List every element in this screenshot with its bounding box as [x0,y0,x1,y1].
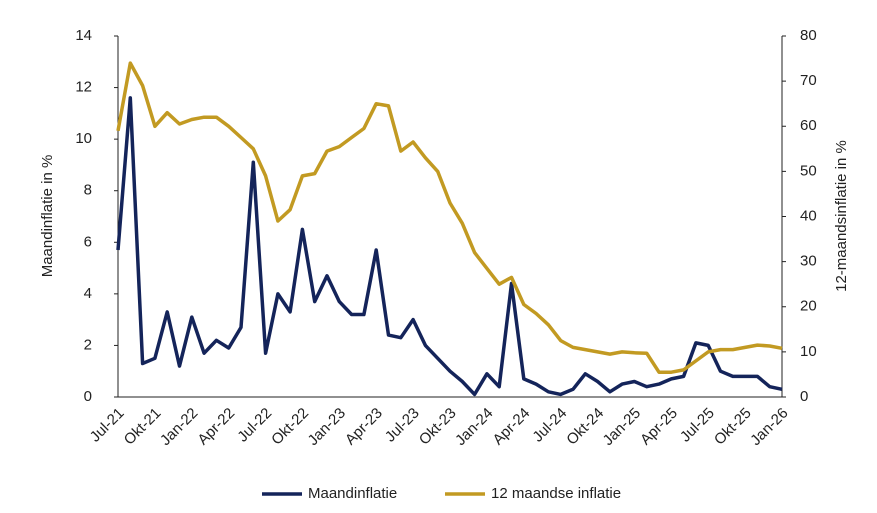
x-tick-label: Okt-22 [268,405,312,449]
y2-tick-label: 80 [800,27,817,44]
x-tick-label: Jul-24 [529,405,570,446]
x-tick-label: Okt-23 [416,405,460,449]
x-tick-label: Apr-22 [194,405,238,449]
y-tick-label: 12 [75,79,92,96]
y-axis-title: Maandinflatie in % [39,155,56,278]
y2-tick-label: 30 [800,253,817,270]
x-tick-label: Apr-25 [637,405,681,449]
x-tick-label: Jul-23 [382,405,423,446]
x-tick-label: Jul-22 [234,405,275,446]
x-tick-label: Okt-24 [563,405,607,449]
y-tick-label: 6 [84,233,92,250]
x-tick-label: Jan-23 [305,405,349,449]
x-tick-label: Jul-21 [87,405,128,446]
y-tick-label: 4 [84,285,92,302]
y-tick-label: 2 [84,336,92,353]
series-line [116,96,783,397]
x-tick-label: Jan-26 [747,405,791,449]
x-tick-label: Jul-25 [677,405,718,446]
y2-tick-label: 20 [800,298,817,315]
y-tick-label: 14 [75,27,92,44]
y-tick-label: 8 [84,182,92,199]
legend-label: 12 maandse inflatie [491,485,621,502]
y-tick-label: 10 [75,130,92,147]
y2-tick-label: 70 [800,72,817,89]
x-tick-label: Okt-21 [121,405,165,449]
x-tick-label: Jan-24 [452,405,496,449]
y2-tick-label: 40 [800,207,817,224]
legend-label: Maandinflatie [308,485,397,502]
x-tick-label: Jan-25 [600,405,644,449]
series-line [116,61,783,374]
y2-axis-title: 12-maandsinflatie in % [833,140,850,292]
y2-tick-label: 50 [800,162,817,179]
y2-tick-label: 10 [800,343,817,360]
y2-tick-label: 0 [800,388,808,405]
y2-tick-label: 60 [800,117,817,134]
x-tick-label: Apr-24 [490,405,534,449]
y-tick-label: 0 [84,388,92,405]
x-tick-label: Apr-23 [342,405,386,449]
x-tick-label: Jan-22 [157,405,201,449]
x-tick-label: Okt-25 [711,405,755,449]
